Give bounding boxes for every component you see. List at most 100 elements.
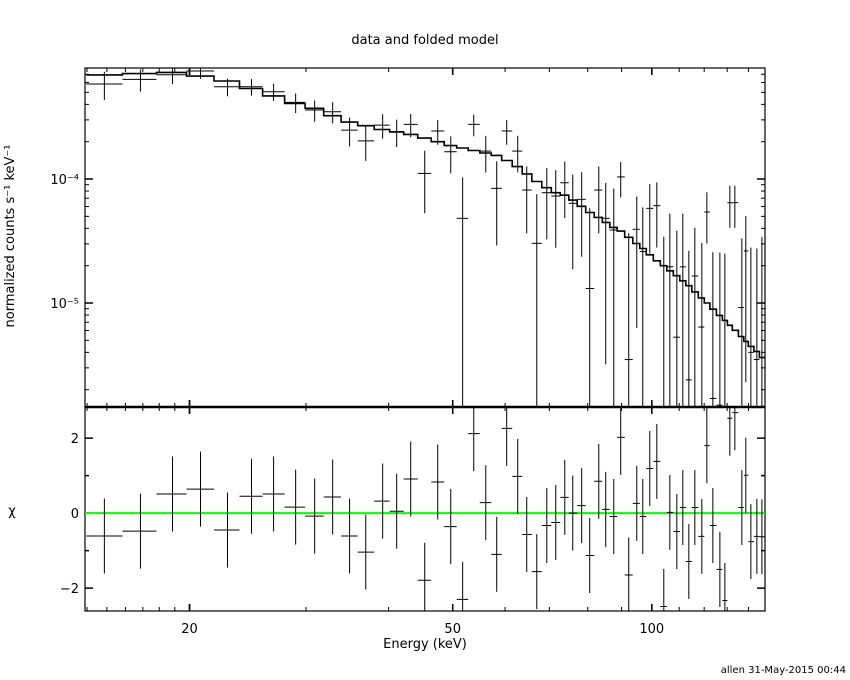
residual-point xyxy=(660,569,667,611)
residual-point xyxy=(679,470,686,545)
data-point xyxy=(491,161,502,246)
data-point xyxy=(639,207,647,407)
data-point xyxy=(156,68,187,85)
data-point xyxy=(743,216,749,383)
residual-point xyxy=(560,459,569,535)
residual-point xyxy=(716,531,723,607)
residual-point xyxy=(239,458,263,534)
residual-point xyxy=(646,431,654,506)
data-point xyxy=(624,233,633,407)
residual-point xyxy=(501,407,513,466)
residual-point xyxy=(685,524,692,599)
top-panel: 10⁻⁴ 10⁻⁵ xyxy=(50,67,766,611)
residual-point xyxy=(759,499,765,575)
data-point xyxy=(323,102,342,124)
data-point xyxy=(403,113,418,138)
data-point xyxy=(86,71,123,100)
residual-point xyxy=(673,494,680,569)
data-point xyxy=(501,120,513,145)
residual-point xyxy=(732,407,739,451)
data-point xyxy=(704,192,710,244)
residual-point xyxy=(262,456,285,532)
residual-point xyxy=(709,488,717,563)
data-point xyxy=(738,238,744,407)
top-plot-frame xyxy=(84,67,766,408)
residual-point xyxy=(512,438,523,514)
residual-point xyxy=(594,443,603,519)
chart-title: data and folded model xyxy=(351,33,498,48)
residual-point xyxy=(479,465,492,541)
residual-point xyxy=(323,459,342,535)
data-point xyxy=(551,170,561,248)
folded-model-line xyxy=(86,71,765,359)
data-point xyxy=(709,252,717,407)
residual-point xyxy=(531,534,542,610)
data-point xyxy=(753,248,760,407)
data-point xyxy=(759,237,765,407)
x-tick-label: 50 xyxy=(444,622,461,637)
data-point xyxy=(541,168,552,240)
residual-point xyxy=(389,473,404,549)
residual-point xyxy=(753,498,760,574)
residual-point xyxy=(653,423,661,499)
data-point xyxy=(673,230,680,407)
residual-point xyxy=(639,479,647,554)
residual-point xyxy=(156,456,187,532)
data-point xyxy=(122,69,157,92)
residual-point xyxy=(541,488,552,563)
data-point xyxy=(214,78,240,97)
data-point xyxy=(374,114,390,139)
bottom-y-axis-label: χ xyxy=(8,504,16,519)
residual-point xyxy=(186,451,215,527)
data-point xyxy=(698,243,705,407)
data-point xyxy=(653,182,661,248)
residual-point xyxy=(341,498,358,574)
residual-point xyxy=(585,518,595,593)
data-point xyxy=(594,166,603,234)
data-point xyxy=(560,161,569,219)
residual-point xyxy=(468,407,480,472)
data-point xyxy=(305,100,324,122)
data-point xyxy=(748,247,754,407)
data-point xyxy=(186,68,215,79)
data-point xyxy=(716,252,723,407)
residual-point xyxy=(284,469,306,545)
data-point xyxy=(468,114,480,137)
data-point xyxy=(389,119,404,148)
y-tick-label: 10⁻⁵ xyxy=(50,297,79,312)
residual-point xyxy=(403,441,418,517)
x-tick-label: 100 xyxy=(639,622,664,637)
residual-point xyxy=(602,471,610,547)
residual-point xyxy=(456,561,469,611)
data-point xyxy=(568,174,578,270)
data-point xyxy=(512,135,523,173)
residual-point xyxy=(357,514,375,590)
top-y-axis-label: normalized counts s⁻¹ keV⁻¹ xyxy=(3,145,18,328)
residual-point xyxy=(624,537,633,611)
residual-point xyxy=(444,489,457,565)
residual-point xyxy=(431,444,445,520)
data-point xyxy=(239,79,263,96)
residual-point xyxy=(704,408,710,484)
residual-point xyxy=(738,470,744,545)
residual-point xyxy=(727,407,733,456)
data-point xyxy=(456,177,469,407)
residual-point xyxy=(698,498,705,574)
data-point xyxy=(431,120,445,145)
residual-point xyxy=(666,474,674,550)
data-point xyxy=(531,194,542,407)
data-point xyxy=(341,117,358,147)
residual-point xyxy=(417,542,432,611)
data-point xyxy=(577,172,586,257)
residual-point xyxy=(617,407,625,475)
data-point xyxy=(284,93,306,114)
data-point xyxy=(417,150,432,214)
residual-point xyxy=(691,470,699,545)
residual-point xyxy=(577,468,586,544)
residual-point xyxy=(609,479,618,554)
residual-point xyxy=(86,498,123,574)
data-point xyxy=(685,250,692,407)
chi-tick-label: −2 xyxy=(60,582,79,597)
data-point xyxy=(646,184,654,254)
